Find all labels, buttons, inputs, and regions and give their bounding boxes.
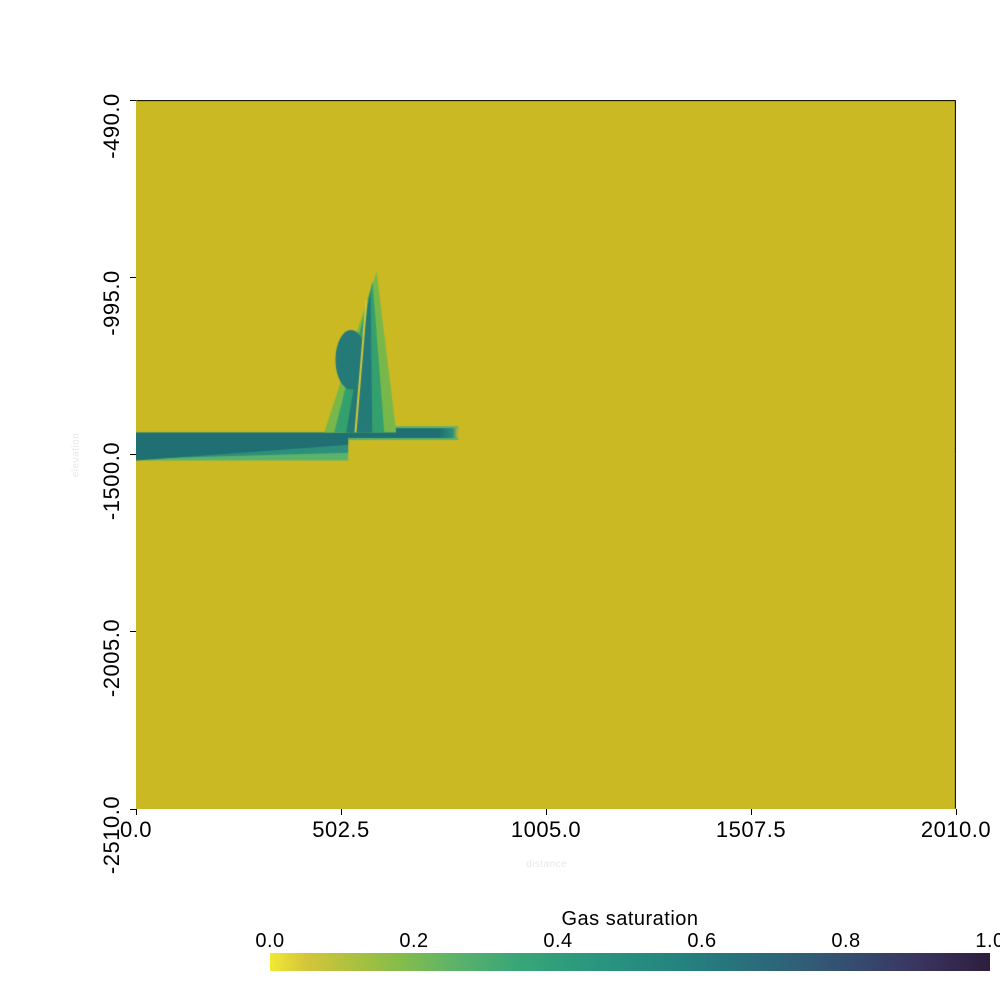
colorbar-tick-label: 0.0 [255, 930, 284, 953]
y-axis-label-faint: elevation [71, 432, 82, 477]
x-tick-label: 502.5 [312, 817, 370, 843]
x-axis-label-faint: distance [526, 859, 567, 870]
x-tick-label: 1507.5 [716, 817, 786, 843]
colorbar-tick-label: 1.0 [975, 930, 1000, 953]
y-tick [130, 277, 136, 278]
x-tick-label: 1005.0 [511, 817, 581, 843]
heatmap-plot [136, 100, 956, 809]
y-tick-label: -995.0 [99, 271, 125, 336]
colorbar-canvas [270, 953, 990, 971]
x-tick [546, 809, 547, 815]
y-tick [130, 100, 136, 101]
colorbar-gradient [270, 953, 990, 971]
x-tick [341, 809, 342, 815]
colorbar-tick-label: 0.6 [687, 930, 716, 953]
colorbar-title: Gas saturation [561, 908, 698, 931]
y-tick [130, 809, 136, 810]
y-tick [130, 454, 136, 455]
y-tick-label: -490.0 [99, 93, 125, 158]
x-tick [956, 809, 957, 815]
x-tick [751, 809, 752, 815]
x-tick-label: 2010.0 [921, 817, 991, 843]
y-tick-label: -2005.0 [99, 619, 125, 697]
y-tick [130, 631, 136, 632]
colorbar-tick-label: 0.4 [543, 930, 572, 953]
y-tick-label: -2510.0 [99, 796, 125, 874]
heatmap-canvas [136, 100, 956, 809]
colorbar-tick-label: 0.2 [399, 930, 428, 953]
colorbar-tick-label: 0.8 [831, 930, 860, 953]
y-tick-label: -1500.0 [99, 441, 125, 519]
x-tick [136, 809, 137, 815]
